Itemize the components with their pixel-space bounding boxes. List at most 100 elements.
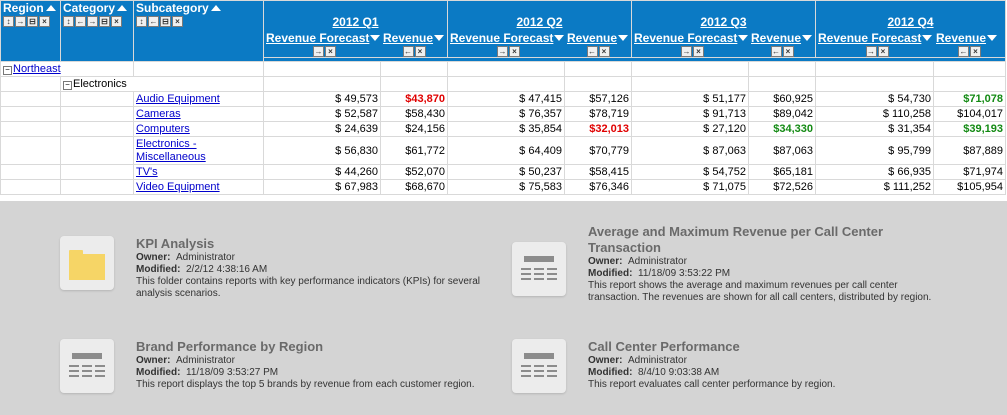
quarter-header[interactable]: 2012 Q1 Revenue Forecast → × Revenue ← × xyxy=(263,0,448,58)
revenue-label[interactable]: Revenue xyxy=(751,31,802,45)
quarter-title[interactable]: 2012 Q1 xyxy=(332,15,379,29)
dropdown-icon[interactable] xyxy=(738,35,749,41)
move-right-icon[interactable]: → xyxy=(497,46,508,57)
move-left-icon[interactable]: ← xyxy=(586,46,598,57)
subcategory-cell[interactable]: Cameras xyxy=(133,106,264,122)
pivot-icon[interactable]: ↕ xyxy=(63,16,74,27)
move-left-icon[interactable]: ← xyxy=(402,46,414,57)
dropdown-icon[interactable] xyxy=(554,35,565,41)
forecast-label[interactable]: Revenue Forecast xyxy=(818,31,922,45)
remove-icon[interactable]: × xyxy=(509,46,520,57)
forecast-header[interactable]: Revenue Forecast → × xyxy=(266,31,383,57)
forecast-header[interactable]: Revenue Forecast → × xyxy=(818,31,936,57)
move-right-icon[interactable]: → xyxy=(865,46,877,57)
quarter-header[interactable]: 2012 Q4 Revenue Forecast → × Revenue ← × xyxy=(815,0,1006,58)
card-title[interactable]: KPI Analysis xyxy=(136,236,215,251)
outline-icon[interactable]: ⊟ xyxy=(160,16,171,27)
remove-icon[interactable]: × xyxy=(325,46,336,57)
card-title[interactable]: Brand Performance by Region xyxy=(136,339,324,354)
remove-icon[interactable]: × xyxy=(693,46,704,57)
move-right-icon[interactable]: → xyxy=(313,46,324,57)
subcategory-cell[interactable]: TV's xyxy=(133,164,264,180)
remove-icon[interactable]: × xyxy=(414,46,426,57)
subcategory-link[interactable]: Computers xyxy=(136,123,190,135)
category-cell[interactable]: − Electronics xyxy=(60,76,264,92)
forecast-header[interactable]: Revenue Forecast → × xyxy=(634,31,751,57)
remove-icon[interactable]: × xyxy=(39,16,50,27)
subcategory-cell[interactable]: Computers xyxy=(133,121,264,137)
quarter-title[interactable]: 2012 Q4 xyxy=(887,15,934,29)
collapse-icon[interactable]: − xyxy=(63,81,72,90)
move-left-icon[interactable]: ← xyxy=(75,16,86,27)
remove-icon[interactable]: × xyxy=(970,46,981,57)
report-icon[interactable] xyxy=(60,339,114,393)
revenue-header[interactable]: Revenue ← × xyxy=(936,31,1003,57)
revenue-header[interactable]: Revenue ← × xyxy=(751,31,813,57)
category-header[interactable]: Category ↕ ← → ⊟ × xyxy=(60,0,134,62)
quarter-header[interactable]: 2012 Q2 Revenue Forecast → × Revenue ← × xyxy=(447,0,632,58)
report-icon[interactable] xyxy=(512,242,566,296)
category-header-label[interactable]: Category xyxy=(63,1,116,16)
report-icon[interactable] xyxy=(512,339,566,393)
outline-icon[interactable]: ⊟ xyxy=(99,16,110,27)
move-right-icon[interactable]: → xyxy=(681,46,692,57)
revenue-label[interactable]: Revenue xyxy=(383,31,434,45)
subcategory-cell[interactable]: Electronics - Miscellaneous xyxy=(133,136,264,165)
dropdown-icon[interactable] xyxy=(618,35,629,41)
pivot-icon[interactable]: ↕ xyxy=(136,16,147,27)
sort-asc-icon[interactable] xyxy=(45,5,56,11)
revenue-header[interactable]: Revenue ← × xyxy=(567,31,629,57)
move-left-icon[interactable]: ← xyxy=(148,16,159,27)
remove-icon[interactable]: × xyxy=(877,46,889,57)
dropdown-icon[interactable] xyxy=(987,35,998,41)
move-right-icon[interactable]: → xyxy=(87,16,98,27)
remove-icon[interactable]: × xyxy=(172,16,183,27)
subcategory-cell[interactable]: Video Equipment xyxy=(133,179,264,195)
remove-icon[interactable]: × xyxy=(782,46,794,57)
remove-icon[interactable]: × xyxy=(598,46,610,57)
subcategory-cell[interactable]: Audio Equipment xyxy=(133,91,264,107)
sort-asc-icon[interactable] xyxy=(210,5,221,11)
dropdown-icon[interactable] xyxy=(802,35,813,41)
subcategory-link[interactable]: TV's xyxy=(136,166,158,178)
dropdown-icon[interactable] xyxy=(370,35,381,41)
quarter-title[interactable]: 2012 Q2 xyxy=(516,15,563,29)
revenue-value: $104,017 xyxy=(933,106,1006,122)
forecast-label[interactable]: Revenue Forecast xyxy=(450,31,554,45)
region-link[interactable]: Northeast xyxy=(13,63,61,75)
card-title[interactable]: Average and Maximum Revenue per Call Cen… xyxy=(588,224,884,255)
outline-icon[interactable]: ⊟ xyxy=(27,16,38,27)
subcategory-header-label[interactable]: Subcategory xyxy=(136,1,209,16)
subcategory-link[interactable]: Electronics - xyxy=(136,137,197,150)
collapse-icon[interactable]: − xyxy=(3,66,12,75)
region-header-label[interactable]: Region xyxy=(3,1,44,16)
revenue-header[interactable]: Revenue ← × xyxy=(383,31,445,57)
region-cell[interactable]: − Northeast xyxy=(0,61,134,77)
sort-asc-icon[interactable] xyxy=(117,5,128,11)
subcategory-link[interactable]: Audio Equipment xyxy=(136,93,220,105)
dropdown-icon[interactable] xyxy=(434,35,445,41)
move-left-icon[interactable]: ← xyxy=(770,46,782,57)
move-right-icon[interactable]: → xyxy=(15,16,26,27)
folder-icon[interactable] xyxy=(60,236,114,290)
revenue-label[interactable]: Revenue xyxy=(936,31,987,45)
quarter-title[interactable]: 2012 Q3 xyxy=(700,15,747,29)
subcategory-header[interactable]: Subcategory ↕ ← ⊟ × xyxy=(133,0,264,62)
forecast-value: $ 49,573 xyxy=(263,91,381,107)
forecast-label[interactable]: Revenue Forecast xyxy=(266,31,370,45)
subcategory-link[interactable]: Video Equipment xyxy=(136,181,220,193)
subcategory-link[interactable]: Miscellaneous xyxy=(136,150,206,163)
forecast-header[interactable]: Revenue Forecast → × xyxy=(450,31,567,57)
move-left-icon[interactable]: ← xyxy=(958,46,969,57)
pivot-icon[interactable]: ↕ xyxy=(3,16,14,27)
revenue-label[interactable]: Revenue xyxy=(567,31,618,45)
region-header[interactable]: Region ↕ → ⊟ × xyxy=(0,0,61,62)
dropdown-icon[interactable] xyxy=(922,35,933,41)
revenue-value: $71,974 xyxy=(933,164,1006,180)
quarter-header[interactable]: 2012 Q3 Revenue Forecast → × Revenue ← × xyxy=(631,0,816,58)
card-title[interactable]: Call Center Performance xyxy=(588,339,740,354)
modified-value: 8/4/10 9:03:38 AM xyxy=(638,367,720,378)
remove-icon[interactable]: × xyxy=(111,16,122,27)
subcategory-link[interactable]: Cameras xyxy=(136,108,181,120)
forecast-label[interactable]: Revenue Forecast xyxy=(634,31,738,45)
